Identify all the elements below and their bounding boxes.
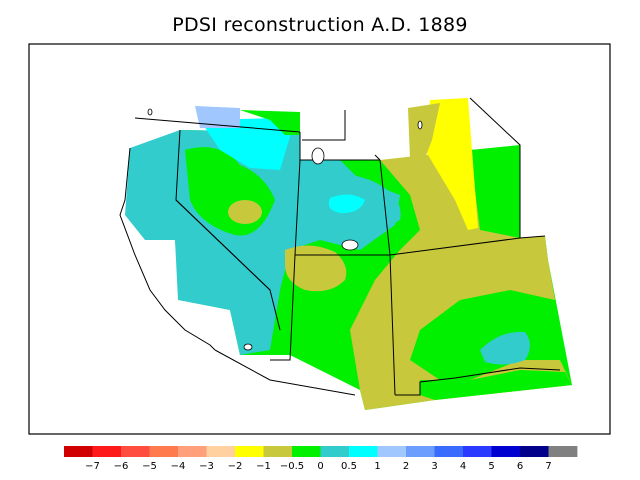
legend-swatch [235,446,264,457]
legend-tick-label: −7 [85,461,100,472]
legend-swatch [434,446,464,457]
legend-tick-label: 2 [403,461,409,472]
field-teal-southeast [480,331,530,365]
legend-swatch [121,446,150,457]
state-boundaries [134,97,561,396]
color-legend: −7 −6 −5 −4 −3 −2 −1 −0.5 0 0.5 1 2 3 4 5 6 7 [64,446,578,472]
legend-swatch [149,446,179,457]
legend-swatch [206,446,236,457]
field-olive-north-strip [408,103,440,158]
legend-swatch [406,446,435,457]
legend-tick-label: 0.5 [341,461,357,472]
legend-tick-label: 4 [460,461,466,472]
legend-tick-label: 0 [317,461,323,472]
legend-tick-label: 5 [488,461,494,472]
legend-tick-label: −6 [114,461,129,472]
legend-tick-label: 3 [431,461,437,472]
lakes [147,108,423,351]
legend-tick-label: −2 [228,461,243,472]
legend-swatch [320,446,350,457]
coastline [119,147,216,351]
legend-swatch [463,446,492,457]
legend-tick-label: 6 [517,461,523,472]
pdsi-field [125,98,572,410]
field-lightblue-north [195,106,240,128]
legend-swatch [548,446,578,457]
field-yellow-dakota [425,98,478,230]
legend-swatch [491,446,521,457]
field-olive-utah [285,245,347,292]
field-olive-nevada [228,200,262,224]
legend-tick-label: −1 [256,461,271,472]
legend-tick-label: −0.5 [280,461,304,472]
field-cyan-wyoming [328,194,365,214]
field-olive-east [350,150,572,410]
legend-swatch [178,446,207,457]
legend-tick-label: 7 [545,461,551,472]
legend-swatch [377,446,407,457]
legend-tick-label: −3 [199,461,214,472]
legend-swatch [520,446,549,457]
legend-swatch [64,446,93,457]
field-cyan-idaho [200,118,292,170]
legend-tick-label: −5 [142,461,157,472]
legend-tick-label: 1 [374,461,380,472]
map-title: PDSI reconstruction A.D. 1889 [172,14,468,36]
legend-swatch [349,446,378,457]
field-green-north [240,110,300,135]
field-green-southeast [420,370,572,400]
legend-swatch [292,446,321,457]
legend-swatch [92,446,122,457]
legend-tick-label: −4 [171,461,186,472]
legend-swatch [263,446,293,457]
